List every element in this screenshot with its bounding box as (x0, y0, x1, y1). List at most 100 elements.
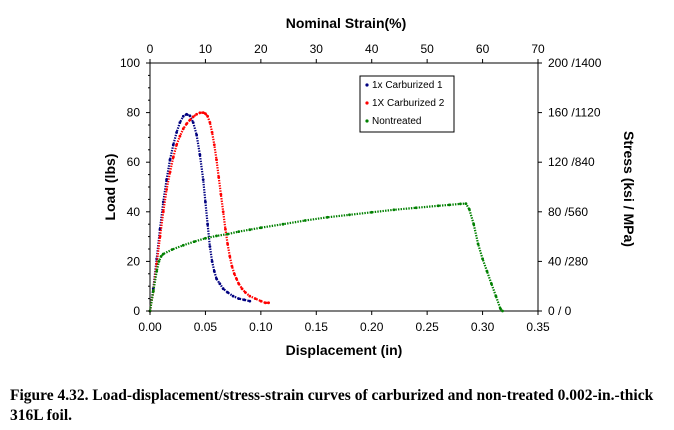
y2-tick-label: 200 /1400 (548, 56, 602, 70)
series-line (148, 111, 269, 312)
data-point (171, 155, 175, 159)
data-point (168, 158, 172, 162)
data-point (281, 222, 285, 226)
data-point (178, 134, 182, 138)
series-1x-carburized-1 (148, 112, 252, 313)
legend-label: 1x Carburized 1 (372, 80, 443, 91)
x2-tick-label: 10 (199, 42, 213, 56)
data-point (221, 210, 225, 214)
data-point (204, 200, 207, 204)
data-point (181, 114, 185, 118)
legend: 1x Carburized 1 1X Carburized 2 Nontreated (359, 75, 455, 133)
x2-tick-label: 50 (420, 42, 434, 56)
data-point (188, 114, 192, 118)
legend-box (359, 75, 455, 133)
data-point (198, 111, 202, 115)
data-point (248, 299, 252, 303)
data-point (210, 260, 214, 263)
x-tick-label: 0.15 (305, 320, 329, 334)
data-point (158, 235, 162, 239)
data-point (215, 158, 218, 162)
y-tick-label: 0 (133, 304, 140, 318)
legend-marker (365, 101, 369, 105)
y-tick-label: 100 (120, 56, 140, 70)
data-point (165, 188, 169, 191)
x-tick-label: 0.05 (194, 320, 218, 334)
data-point (215, 277, 218, 281)
data-point (192, 240, 196, 244)
data-point (157, 260, 161, 263)
data-point (161, 210, 165, 214)
data-point (161, 252, 165, 256)
data-point (191, 121, 195, 124)
data-point (490, 282, 493, 286)
series-line (148, 113, 251, 312)
data-point (212, 143, 216, 147)
figure-caption: Figure 4.32. Load-displacement/stress-st… (10, 387, 654, 424)
data-point (267, 301, 270, 305)
data-point (224, 227, 227, 231)
y-tick-label: 20 (127, 254, 141, 268)
legend-label: 1X Carburized 2 (372, 98, 445, 109)
x-tick-label: 0.30 (471, 320, 495, 334)
data-point (185, 112, 189, 116)
data-point (464, 202, 468, 206)
plot-area (149, 62, 539, 312)
x-tick-label: 0.20 (360, 320, 384, 334)
data-point (498, 307, 502, 310)
x-tick-label: 0.25 (415, 320, 439, 334)
y-axis-title: Load (lbs) (102, 154, 118, 221)
data-point (237, 282, 241, 286)
data-point (208, 121, 212, 124)
data-point (204, 112, 207, 115)
data-point (253, 297, 257, 300)
ticks-layer: 0.00 0.05 0.10 0.15 0.20 0.25 0.30 0.35 0 10 20 30 4… (120, 42, 602, 334)
data-point (212, 269, 216, 273)
data-point (248, 228, 252, 232)
data-point (226, 291, 230, 294)
data-point (178, 121, 182, 124)
x-axis-title: Displacement (in) (286, 342, 403, 358)
x2-tick-label: 70 (531, 42, 545, 56)
series-nontreated (148, 202, 504, 313)
y-tick-label: 40 (127, 205, 141, 219)
data-point (198, 153, 202, 157)
data-point (501, 309, 504, 313)
data-point (155, 269, 159, 273)
data-point (159, 255, 163, 258)
x2-tick-label: 0 (147, 42, 154, 56)
data-point (230, 265, 234, 268)
y2-tick-label: 80 /560 (548, 205, 588, 219)
data-point (175, 131, 179, 134)
data-point (231, 294, 235, 298)
data-point (175, 143, 179, 147)
y2-tick-label: 120 /840 (548, 155, 595, 169)
data-point (201, 111, 205, 114)
data-point (151, 289, 155, 293)
data-point (215, 234, 218, 238)
data-point (235, 277, 238, 281)
series-layer (148, 111, 504, 313)
legend-label: Nontreated (372, 116, 421, 127)
data-point (181, 243, 185, 247)
x-tick-label: 0.35 (526, 320, 550, 334)
data-point (226, 232, 230, 236)
data-point (414, 206, 418, 210)
data-point (485, 269, 489, 273)
data-point (218, 282, 222, 286)
x2-axis-title: Nominal Strain(%) (286, 15, 407, 31)
y-tick-label: 80 (127, 106, 141, 120)
data-point (242, 298, 246, 302)
data-point (217, 175, 221, 179)
data-point (370, 210, 374, 214)
data-point (472, 222, 476, 226)
data-point (206, 114, 210, 118)
data-point (168, 170, 172, 174)
data-point (248, 294, 252, 298)
data-point (219, 193, 223, 196)
legend-marker (365, 83, 369, 87)
data-point (447, 203, 451, 207)
data-point (181, 127, 185, 131)
data-point (188, 118, 192, 122)
y2-tick-label: 160 /1120 (548, 106, 601, 120)
